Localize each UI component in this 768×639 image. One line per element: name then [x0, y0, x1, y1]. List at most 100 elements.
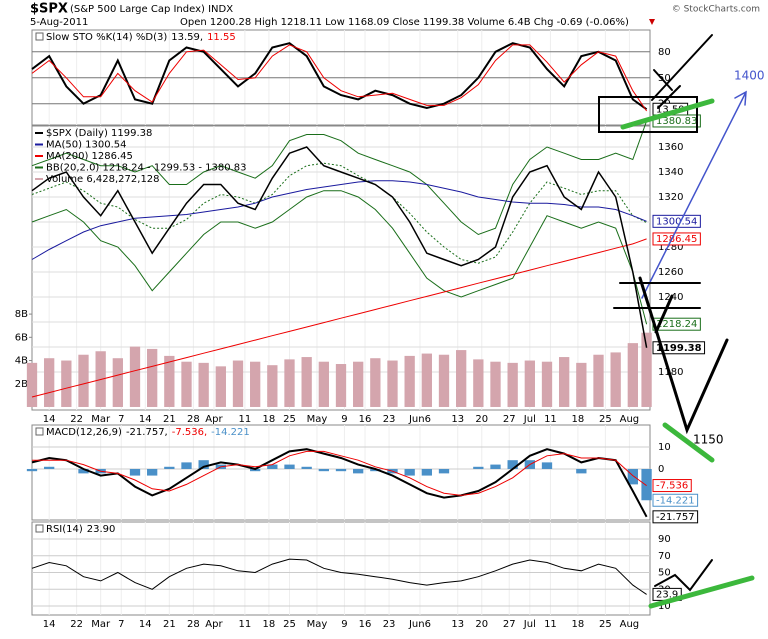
- x-tick-label: 20: [475, 414, 488, 425]
- x-tick-label: Apr: [205, 414, 223, 425]
- x-tick-label: 25: [283, 414, 296, 425]
- x-tick-label: 25: [599, 414, 612, 425]
- y-tick-label: 1340: [658, 167, 683, 178]
- x-tick-label: 22: [70, 414, 83, 425]
- drawn-trend: [662, 422, 715, 463]
- y2-tick-label: 8B: [15, 309, 28, 320]
- bar: [44, 358, 55, 407]
- legend-swatch: [35, 32, 44, 41]
- x-tick-label: 25: [599, 619, 612, 630]
- drawn-lines: [638, 276, 729, 435]
- bar: [284, 359, 295, 407]
- bar: [576, 362, 587, 407]
- y-tick-label: 50: [658, 568, 671, 579]
- bar: [456, 350, 467, 407]
- legend-swatch: [35, 524, 44, 533]
- y-tick-label: 1320: [658, 192, 683, 203]
- x-tick-label: 11: [238, 414, 251, 425]
- drawn-trend: [648, 575, 755, 609]
- x-tick-label: 14: [43, 619, 56, 630]
- x-tick-label: 11: [544, 619, 557, 630]
- bar: [473, 359, 484, 407]
- y-tick-label: 1280: [658, 242, 683, 253]
- bar: [421, 353, 432, 407]
- credit: © StockCharts.com: [672, 5, 760, 15]
- series-line: [31, 146, 648, 348]
- legend-title: Slow STO %K(14) %D(3): [46, 32, 167, 43]
- bar: [78, 468, 89, 474]
- end-label-text: -21.757: [656, 512, 695, 523]
- y-tick-label: 10: [658, 601, 671, 612]
- x-tick-label: Jun6: [408, 619, 431, 630]
- x-tick-label: Mar: [91, 414, 111, 425]
- series-line: [31, 190, 648, 325]
- legend-title: MACD(12,26,9): [46, 427, 122, 438]
- bar: [438, 354, 450, 407]
- bar: [26, 362, 38, 407]
- date: 5-Aug-2011: [30, 17, 88, 28]
- legend-entry: $SPX (Daily) 1199.38: [46, 128, 152, 139]
- end-label-box: [652, 493, 699, 507]
- bar: [198, 460, 209, 469]
- bar: [541, 361, 553, 407]
- x-tick-label: 23: [383, 414, 396, 425]
- x-tick-label: Mar: [91, 619, 111, 630]
- y2-tick-label: 6B: [15, 332, 28, 343]
- bar: [147, 348, 158, 407]
- panel-frame: [31, 424, 651, 521]
- legend-entry: -14.221: [211, 427, 250, 438]
- end-label-box: [652, 341, 706, 355]
- x-tick-label: May: [307, 619, 328, 630]
- bar: [250, 468, 261, 472]
- x-tick-label: 28: [187, 619, 200, 630]
- bar: [301, 466, 312, 469]
- end-label-text: 1286.45: [656, 234, 697, 245]
- x-tick-label: Jul: [523, 414, 536, 425]
- series-line: [31, 162, 647, 264]
- end-label: 1300.54: [652, 214, 701, 228]
- legend-entry: 11.55: [207, 32, 236, 43]
- end-label-text: 1218.24: [656, 319, 697, 330]
- drawn-arrow: [641, 90, 747, 299]
- end-label: -14.221: [652, 493, 699, 507]
- drawn-box: [598, 96, 698, 133]
- plot: 20 50 80 Slow STO %K(14) %D(3) 13.59, 11.55 13…: [15, 29, 706, 630]
- legend-entry: MA(200) 1286.45: [46, 151, 133, 162]
- y-tick-label: 50: [658, 73, 671, 84]
- y2-tick-label: 2B: [15, 379, 28, 390]
- x-tick-label: 11: [238, 619, 251, 630]
- x-tick-label: May: [307, 414, 328, 425]
- bar: [353, 468, 364, 474]
- bar: [181, 462, 192, 469]
- bar: [438, 468, 450, 474]
- x-tick-label: 22: [70, 619, 83, 630]
- bar: [129, 346, 141, 407]
- end-label-box: [652, 214, 701, 228]
- bar: [473, 466, 484, 469]
- y-tick-label: 80: [658, 47, 671, 58]
- end-label-text: -14.221: [656, 495, 695, 506]
- x-tick-label: 21: [163, 414, 176, 425]
- y-tick-label: 0: [658, 464, 664, 475]
- end-label-box: [652, 510, 699, 524]
- end-label-text: 1199.38: [656, 343, 702, 354]
- bar: [318, 468, 329, 472]
- bar: [641, 468, 652, 501]
- legend-entry: MA(50) 1300.54: [46, 140, 127, 151]
- x-tick-label: 21: [163, 619, 176, 630]
- bar: [215, 366, 226, 407]
- bar: [129, 468, 141, 476]
- x-tick-label: 13: [451, 414, 464, 425]
- end-label-box: [652, 114, 701, 128]
- bar: [318, 361, 329, 407]
- end-label-box: [652, 232, 701, 246]
- bar: [641, 332, 652, 407]
- bar: [387, 360, 398, 407]
- down-marker: [649, 19, 655, 25]
- bar: [164, 466, 175, 469]
- end-label-text: 1300.54: [656, 216, 697, 227]
- x-tick-label: 9: [341, 619, 347, 630]
- x-tick-label: Aug: [620, 414, 640, 425]
- x-tick-label: 7: [118, 619, 124, 630]
- bar: [610, 352, 621, 407]
